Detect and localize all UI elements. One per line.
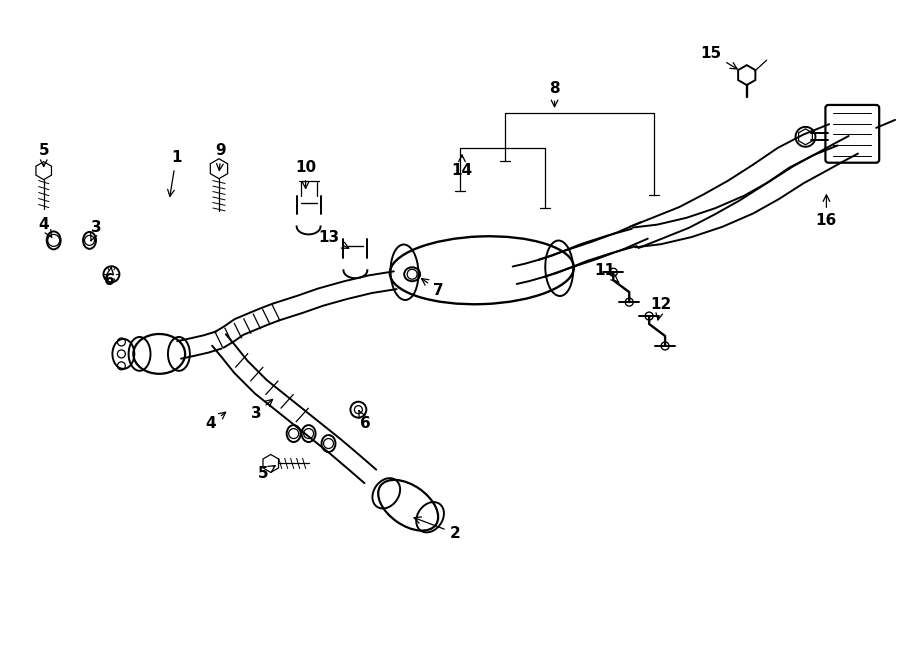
Text: 4: 4 bbox=[206, 412, 226, 431]
Text: 16: 16 bbox=[815, 195, 837, 228]
Text: 14: 14 bbox=[452, 155, 472, 178]
Text: 5: 5 bbox=[257, 465, 275, 481]
Text: 8: 8 bbox=[549, 81, 560, 107]
Text: 4: 4 bbox=[39, 217, 51, 237]
Text: 10: 10 bbox=[295, 160, 316, 189]
Text: 3: 3 bbox=[250, 399, 273, 421]
Text: 12: 12 bbox=[651, 297, 671, 320]
Text: 9: 9 bbox=[216, 143, 226, 171]
Text: 1: 1 bbox=[167, 150, 182, 197]
Text: 5: 5 bbox=[39, 143, 49, 167]
Text: 6: 6 bbox=[104, 267, 115, 288]
Text: 15: 15 bbox=[700, 46, 737, 69]
Text: 3: 3 bbox=[91, 220, 102, 241]
Text: 6: 6 bbox=[359, 410, 371, 431]
Text: 2: 2 bbox=[414, 517, 461, 541]
Text: 13: 13 bbox=[318, 230, 348, 248]
Text: 7: 7 bbox=[421, 279, 444, 298]
Text: 11: 11 bbox=[594, 263, 619, 282]
